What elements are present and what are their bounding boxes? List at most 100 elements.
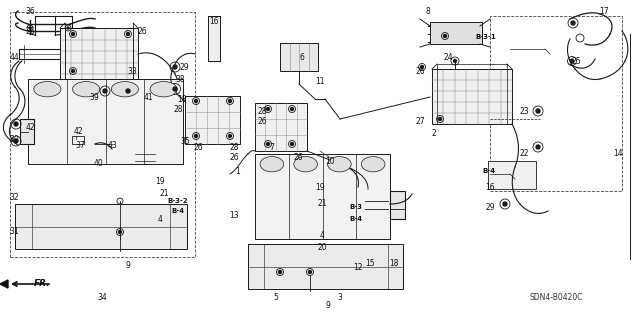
Bar	[65, 28, 133, 81]
Text: 19: 19	[155, 176, 165, 186]
Text: 29: 29	[485, 203, 495, 211]
Circle shape	[228, 100, 232, 102]
Circle shape	[454, 60, 456, 63]
Circle shape	[72, 70, 74, 72]
Ellipse shape	[72, 82, 100, 97]
Text: 26: 26	[25, 26, 35, 35]
Circle shape	[103, 89, 107, 93]
Text: 40: 40	[93, 160, 103, 168]
Circle shape	[308, 271, 312, 273]
Circle shape	[438, 117, 442, 121]
Text: 20: 20	[317, 242, 327, 251]
Ellipse shape	[328, 157, 351, 172]
Text: 37: 37	[75, 142, 85, 151]
Circle shape	[72, 33, 74, 35]
Text: 8: 8	[426, 6, 430, 16]
Circle shape	[173, 87, 177, 91]
Text: 18: 18	[177, 94, 187, 103]
Text: 22: 22	[519, 150, 529, 159]
Bar	[430, 22, 482, 44]
Bar	[255, 103, 307, 151]
Text: 27: 27	[415, 116, 425, 125]
Text: 41: 41	[143, 93, 153, 101]
Ellipse shape	[362, 157, 385, 172]
Text: 21: 21	[159, 189, 169, 198]
Circle shape	[266, 143, 269, 145]
Polygon shape	[0, 280, 8, 288]
Circle shape	[291, 108, 294, 110]
Text: 28: 28	[173, 105, 183, 114]
Text: 10: 10	[325, 157, 335, 166]
Text: 11: 11	[316, 77, 324, 85]
Circle shape	[126, 89, 130, 93]
Text: 26: 26	[193, 143, 203, 152]
Text: FR.: FR.	[34, 279, 51, 288]
Text: B-3: B-3	[349, 204, 362, 210]
Ellipse shape	[111, 82, 138, 97]
Text: 2: 2	[431, 130, 436, 138]
Text: 39: 39	[89, 93, 99, 101]
Text: 6: 6	[300, 53, 305, 62]
Bar	[255, 154, 390, 239]
Circle shape	[503, 202, 507, 206]
Text: 16: 16	[209, 17, 219, 26]
Circle shape	[29, 27, 31, 29]
Text: 26: 26	[229, 152, 239, 161]
Circle shape	[173, 65, 177, 69]
Bar	[208, 16, 220, 61]
Circle shape	[14, 122, 18, 126]
Text: 28: 28	[229, 143, 239, 152]
Text: 25: 25	[571, 56, 581, 65]
Circle shape	[228, 135, 232, 137]
Text: 42: 42	[73, 127, 83, 136]
Bar	[488, 161, 536, 189]
Bar	[185, 96, 240, 144]
Text: 9: 9	[125, 261, 131, 270]
Text: 5: 5	[273, 293, 278, 301]
Circle shape	[118, 231, 122, 234]
Bar	[28, 79, 183, 164]
Ellipse shape	[260, 157, 284, 172]
Text: SDN4-B0420C: SDN4-B0420C	[529, 293, 583, 301]
Circle shape	[127, 33, 129, 35]
Text: 16: 16	[485, 182, 495, 191]
Text: 26: 26	[293, 152, 303, 161]
Text: 38: 38	[175, 75, 185, 84]
Text: 19: 19	[315, 182, 325, 191]
Text: 4: 4	[319, 231, 324, 240]
Text: 28: 28	[257, 107, 267, 115]
Text: 15: 15	[365, 258, 375, 268]
Text: 13: 13	[229, 211, 239, 219]
Text: B-3-1: B-3-1	[476, 34, 497, 40]
Text: 3: 3	[337, 293, 342, 301]
Circle shape	[571, 21, 575, 25]
Ellipse shape	[294, 157, 317, 172]
Text: 36: 36	[25, 6, 35, 16]
Text: 26: 26	[415, 66, 425, 76]
Text: 24: 24	[443, 53, 453, 62]
Bar	[390, 191, 405, 219]
Text: 17: 17	[599, 6, 609, 16]
Text: 7: 7	[269, 143, 275, 152]
Text: B-4: B-4	[172, 208, 184, 214]
Text: 42: 42	[25, 122, 35, 131]
Bar	[10, 12, 195, 257]
Text: 26: 26	[137, 26, 147, 35]
Text: 44: 44	[9, 53, 19, 62]
Bar	[60, 28, 138, 86]
Text: 29: 29	[179, 63, 189, 71]
Text: 14: 14	[613, 150, 623, 159]
Text: 31: 31	[9, 226, 19, 235]
Text: 32: 32	[9, 192, 19, 202]
Bar	[15, 204, 187, 249]
Bar	[490, 16, 622, 191]
Bar	[248, 244, 403, 289]
Text: 26: 26	[257, 116, 267, 125]
Text: B-4: B-4	[349, 216, 363, 222]
Bar	[432, 69, 512, 124]
Circle shape	[536, 109, 540, 113]
Circle shape	[195, 100, 198, 102]
Text: 34: 34	[97, 293, 107, 301]
Circle shape	[536, 145, 540, 149]
Ellipse shape	[34, 82, 61, 97]
